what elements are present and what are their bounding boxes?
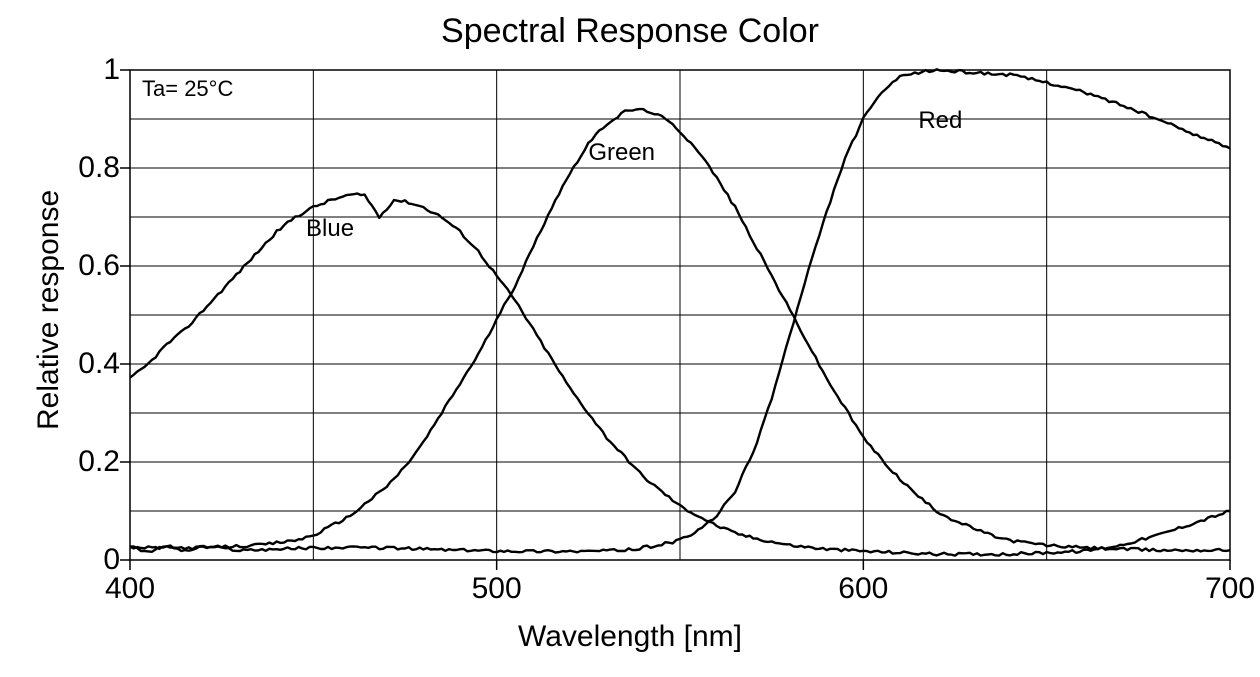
y-tick-label: 0 xyxy=(60,543,120,577)
y-tick-label: 1 xyxy=(60,53,120,87)
y-tick-label: 0.8 xyxy=(60,151,120,185)
x-tick-label: 500 xyxy=(472,572,522,606)
series-label-red: Red xyxy=(918,107,962,135)
y-tick-label: 0.6 xyxy=(60,249,120,283)
series-label-green: Green xyxy=(588,139,655,167)
y-tick-label: 0.2 xyxy=(60,445,120,479)
x-tick-label: 700 xyxy=(1205,572,1255,606)
x-tick-label: 400 xyxy=(105,572,155,606)
temperature-annotation: Ta= 25°C xyxy=(142,76,233,102)
x-tick-label: 600 xyxy=(838,572,888,606)
chart-container: Spectral Response Color Relative respons… xyxy=(0,0,1260,677)
series-label-blue: Blue xyxy=(306,215,354,243)
y-tick-label: 0.4 xyxy=(60,347,120,381)
